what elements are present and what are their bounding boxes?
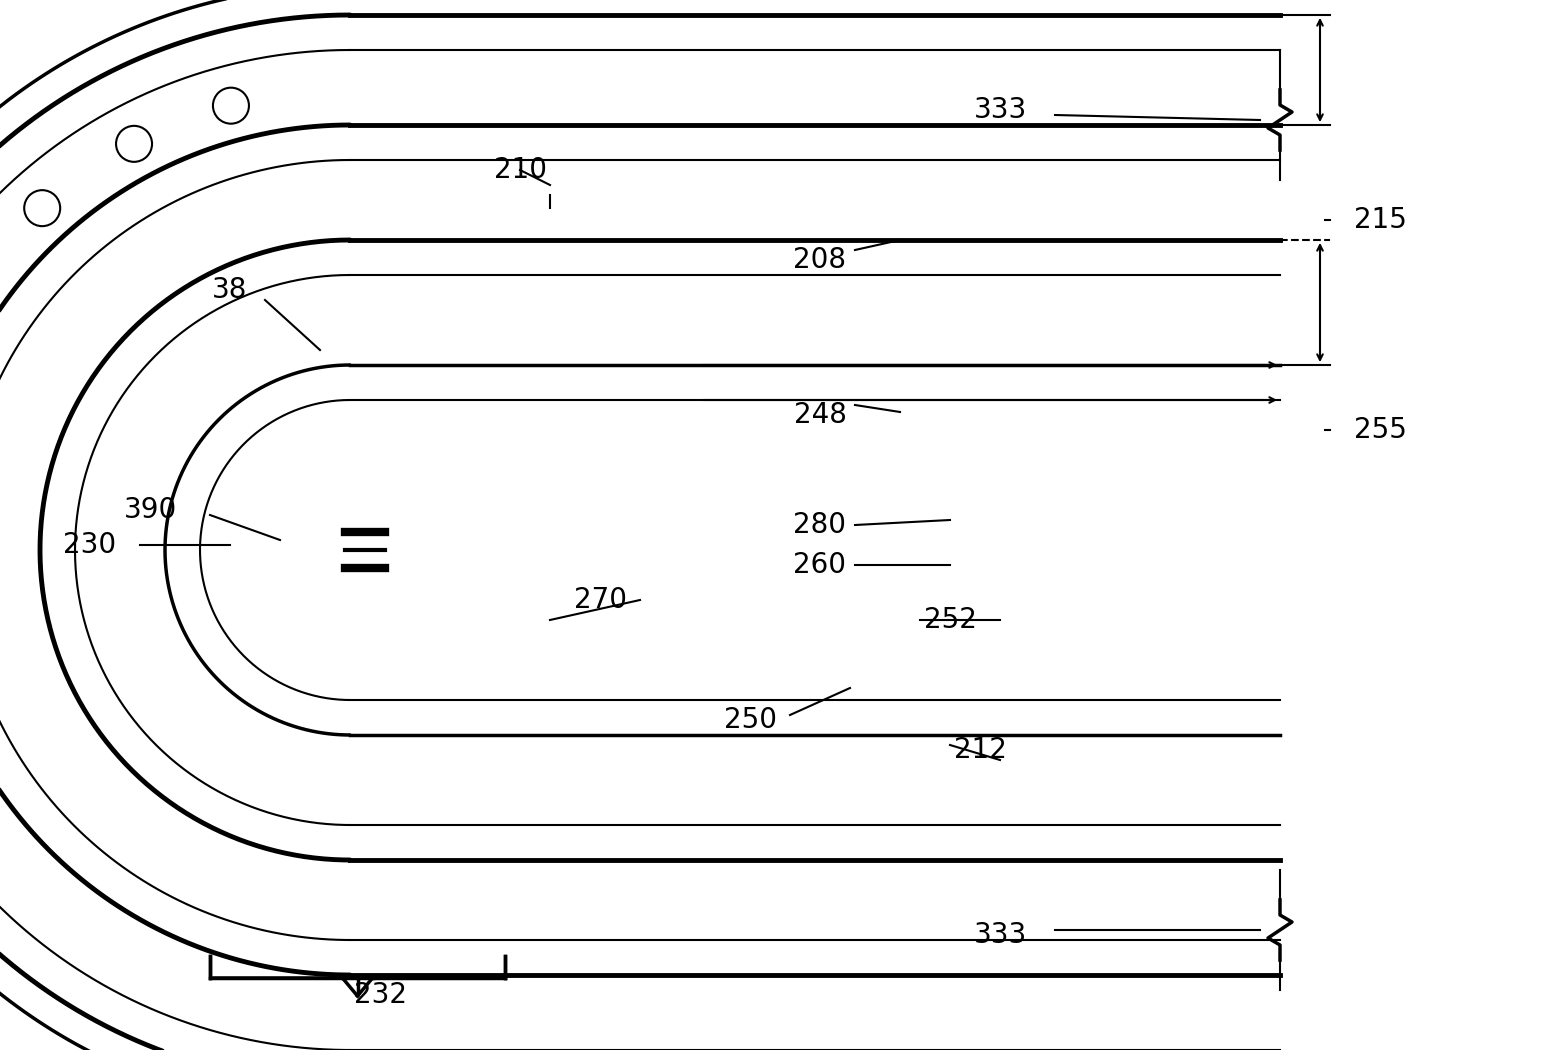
Text: 390: 390 bbox=[124, 496, 177, 524]
Text: 260: 260 bbox=[794, 551, 846, 579]
Text: 252: 252 bbox=[924, 606, 976, 634]
Text: 270: 270 bbox=[574, 586, 626, 614]
Text: 212: 212 bbox=[953, 736, 1006, 764]
Text: 248: 248 bbox=[794, 401, 846, 429]
Text: 280: 280 bbox=[794, 511, 846, 539]
Text: 232: 232 bbox=[353, 981, 406, 1009]
Text: 230: 230 bbox=[64, 531, 116, 559]
Text: 250: 250 bbox=[724, 706, 777, 734]
Text: 38: 38 bbox=[212, 276, 248, 304]
Text: 333: 333 bbox=[973, 96, 1026, 124]
Text: 255: 255 bbox=[1353, 416, 1406, 444]
Text: 208: 208 bbox=[794, 246, 846, 274]
Text: 333: 333 bbox=[973, 921, 1026, 949]
Text: 210: 210 bbox=[493, 156, 547, 184]
Text: 215: 215 bbox=[1353, 206, 1406, 234]
